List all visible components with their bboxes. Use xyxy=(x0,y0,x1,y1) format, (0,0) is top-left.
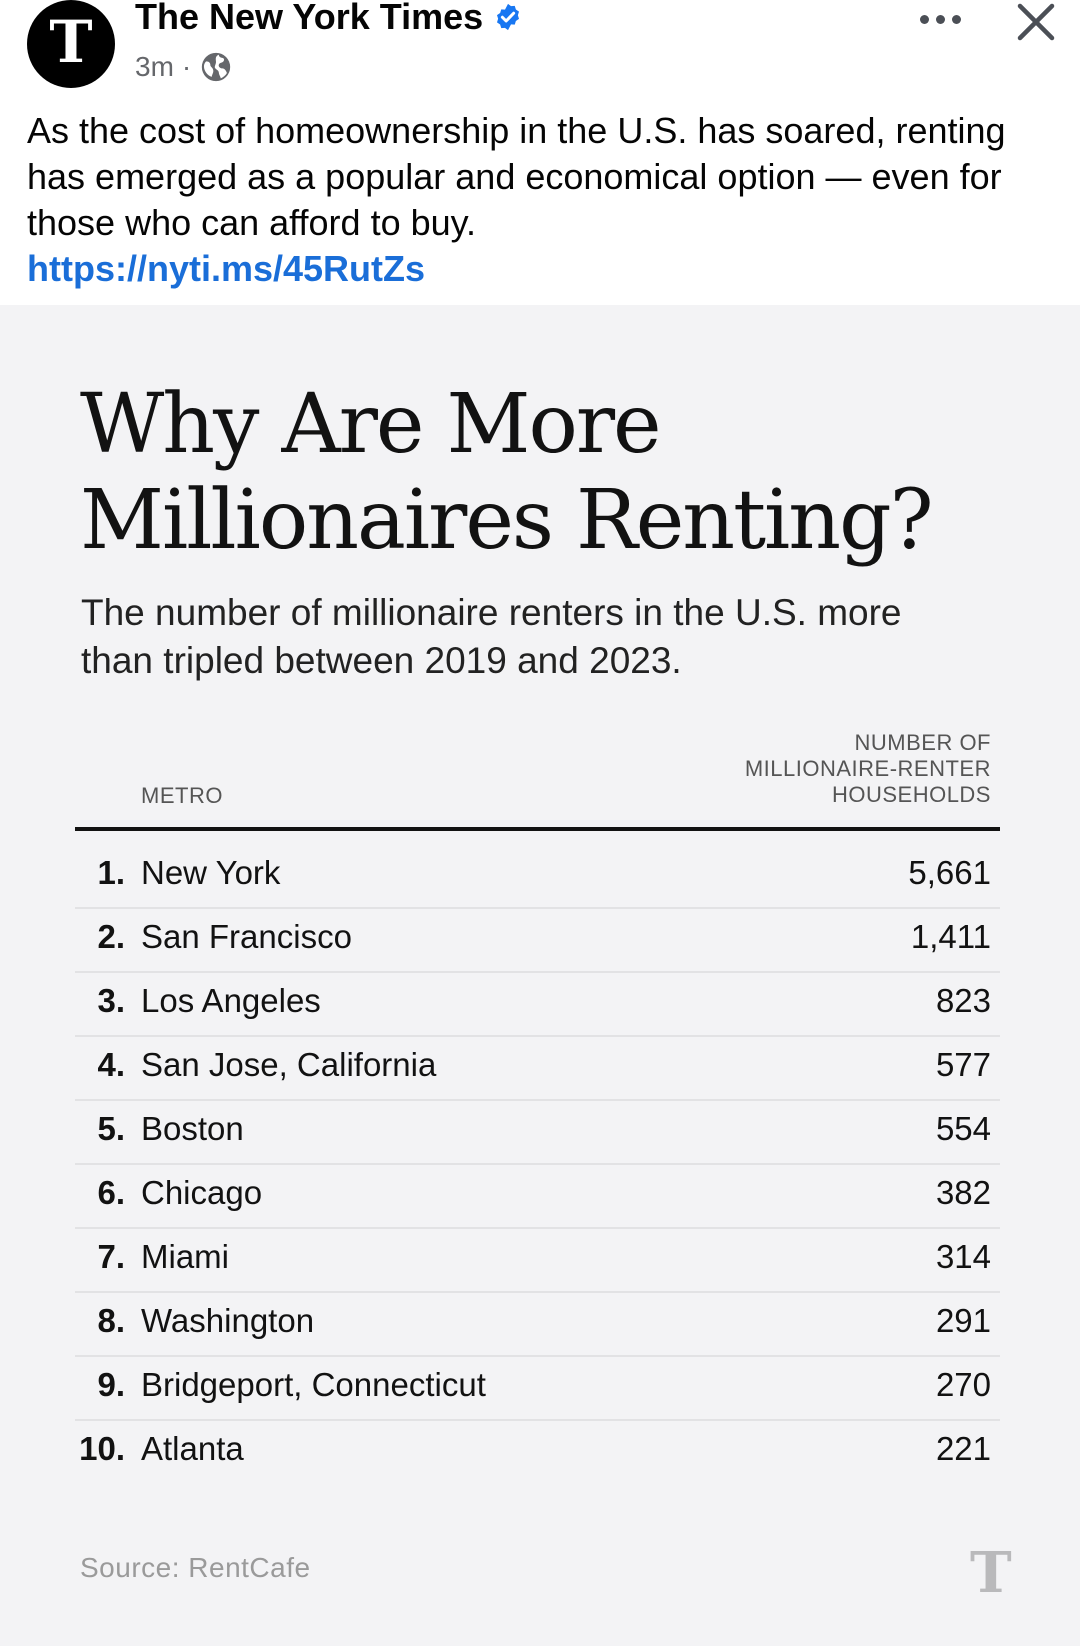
row-value: 221 xyxy=(935,1430,991,1467)
table-row: 5. Boston 554 xyxy=(75,1101,1000,1165)
row-rank: 4. xyxy=(97,1046,125,1083)
graphic-title: Why Are More Millionaires Renting? xyxy=(80,377,934,568)
post-caption: As the cost of homeownership in the U.S.… xyxy=(27,108,1057,292)
row-metro: Washington xyxy=(141,1302,315,1339)
dot xyxy=(935,14,945,24)
dot xyxy=(919,14,929,24)
nyt-watermark-icon: T xyxy=(970,1540,1012,1606)
page-name[interactable]: The New York Times xyxy=(135,0,484,37)
post-timestamp[interactable]: 3m xyxy=(135,51,174,82)
table-row: 4. San Jose, California 577 xyxy=(75,1037,1000,1101)
row-metro: San Francisco xyxy=(141,918,352,955)
row-rank: 6. xyxy=(97,1174,125,1211)
close-icon[interactable] xyxy=(1010,0,1062,48)
dot xyxy=(951,14,961,24)
page-name-row: The New York Times xyxy=(135,0,523,40)
row-metro: Los Angeles xyxy=(141,982,321,1019)
table-row: 1. New York 5,661 xyxy=(75,845,1000,909)
row-value: 577 xyxy=(935,1046,991,1083)
globe-icon xyxy=(199,50,233,84)
column-header-line: NUMBER OF xyxy=(854,730,991,755)
nyt-logo-icon: T xyxy=(49,8,93,76)
row-metro: New York xyxy=(141,854,281,891)
row-rank: 10. xyxy=(79,1430,125,1467)
row-value: 5,661 xyxy=(908,854,991,891)
table-row: 8. Washington 291 xyxy=(75,1293,1000,1357)
row-metro: Chicago xyxy=(141,1174,263,1211)
row-rank: 7. xyxy=(97,1238,125,1275)
table-row: 10. Atlanta 221 xyxy=(75,1421,1000,1485)
verified-badge-icon xyxy=(493,2,523,32)
row-value: 382 xyxy=(935,1174,991,1211)
row-value: 554 xyxy=(935,1110,991,1147)
table-row: 2. San Francisco 1,411 xyxy=(75,909,1000,973)
row-value: 291 xyxy=(935,1302,991,1339)
row-rank: 8. xyxy=(97,1302,125,1339)
ranking-table: 1. New York 5,661 2. San Francisco 1,411… xyxy=(75,845,1000,1485)
page-avatar[interactable]: T xyxy=(27,0,115,88)
post-caption-text: As the cost of homeownership in the U.S.… xyxy=(27,110,1006,243)
row-metro: Miami xyxy=(141,1238,229,1275)
row-rank: 9. xyxy=(97,1366,125,1403)
table-row: 6. Chicago 382 xyxy=(75,1165,1000,1229)
row-metro: Atlanta xyxy=(141,1430,244,1467)
row-metro: San Jose, California xyxy=(141,1046,437,1083)
row-rank: 5. xyxy=(97,1110,125,1147)
header-rule xyxy=(75,827,1000,831)
row-value: 1,411 xyxy=(910,918,991,955)
shared-graphic[interactable]: Why Are More Millionaires Renting? The n… xyxy=(0,305,1080,1646)
row-metro: Bridgeport, Connecticut xyxy=(141,1366,486,1403)
row-rank: 2. xyxy=(97,918,125,955)
table-row: 3. Los Angeles 823 xyxy=(75,973,1000,1037)
row-metro: Boston xyxy=(141,1110,244,1147)
meta-separator: · xyxy=(181,51,192,82)
table-row: 7. Miami 314 xyxy=(75,1229,1000,1293)
row-value: 314 xyxy=(935,1238,991,1275)
row-value: 270 xyxy=(935,1366,991,1403)
graphic-subtitle: The number of millionaire renters in the… xyxy=(81,592,902,681)
column-header-value: NUMBER OF MILLIONAIRE-RENTER HOUSEHOLDS xyxy=(671,730,991,808)
table-row: 9. Bridgeport, Connecticut 270 xyxy=(75,1357,1000,1421)
column-header-line: MILLIONAIRE-RENTER xyxy=(744,756,991,781)
more-options-icon[interactable] xyxy=(912,4,968,34)
post-meta: 3m · xyxy=(135,50,233,84)
post-header: T The New York Times 3m · xyxy=(0,0,1080,305)
source-note: Source: RentCafe xyxy=(80,1552,311,1583)
post-link[interactable]: https://nyti.ms/45RutZs xyxy=(27,248,426,289)
column-header-metro: METRO xyxy=(141,783,223,808)
row-rank: 1. xyxy=(97,854,125,891)
column-header-line: HOUSEHOLDS xyxy=(831,782,991,807)
row-value: 823 xyxy=(935,982,991,1019)
row-rank: 3. xyxy=(97,982,125,1019)
